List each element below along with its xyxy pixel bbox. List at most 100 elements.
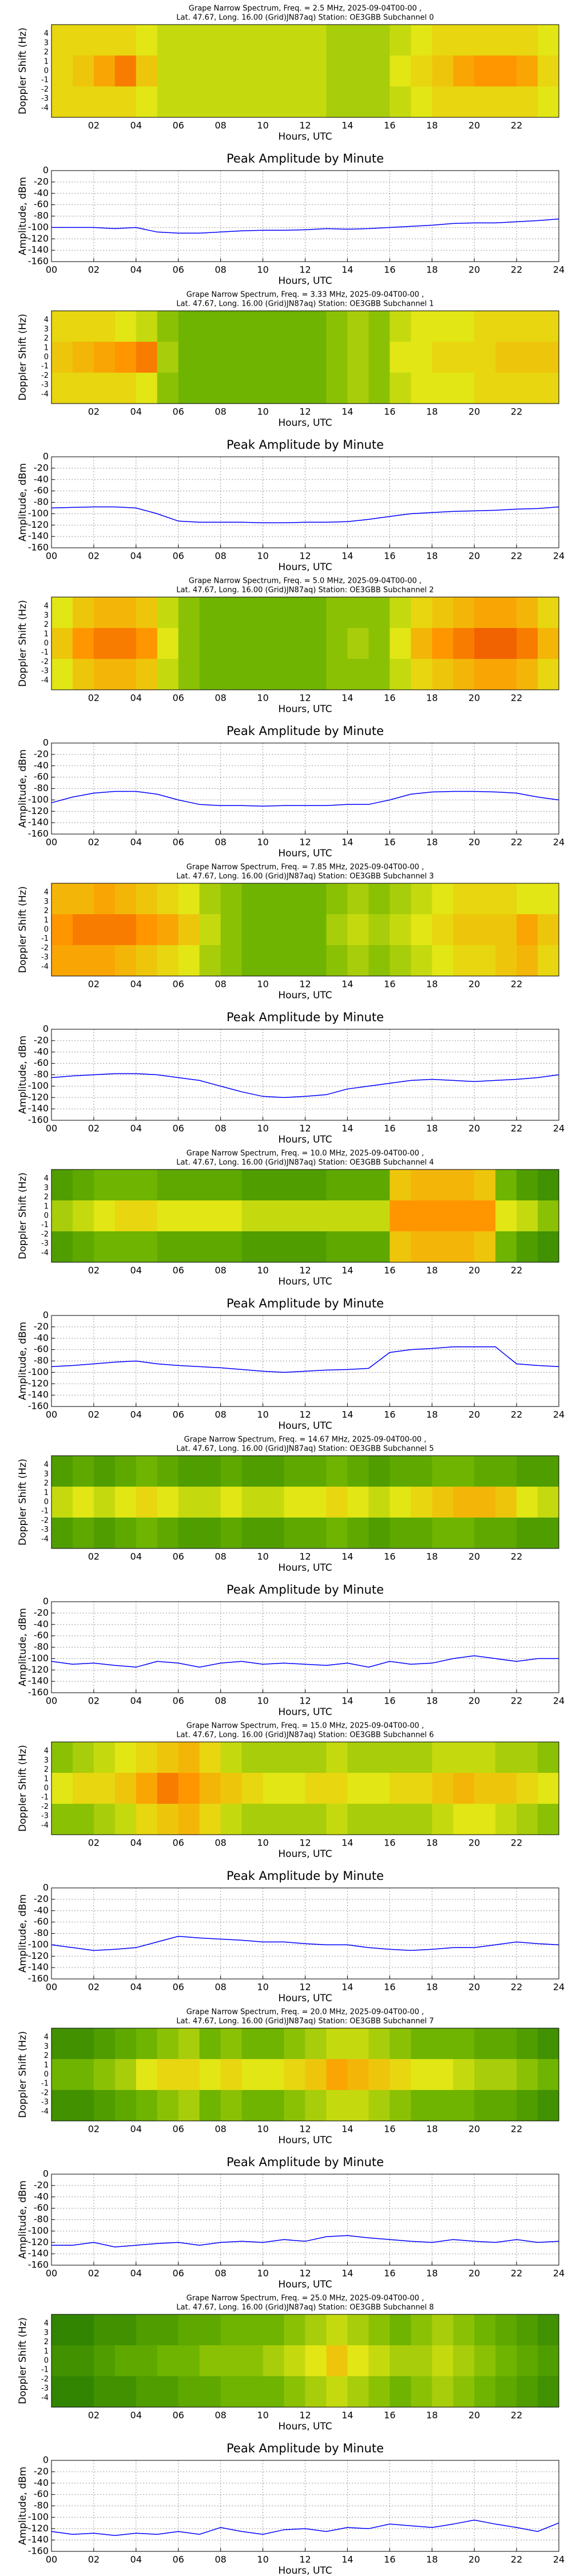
heat-cell: [199, 25, 221, 56]
heat-cell: [305, 2376, 327, 2408]
y-tick-label: -140: [28, 2534, 49, 2545]
heat-cell: [474, 2028, 496, 2060]
heat-cell: [347, 2028, 369, 2060]
heat-cell: [390, 2028, 411, 2060]
heat-cell: [72, 86, 94, 118]
amplitude-line: [51, 1073, 559, 1099]
x-tick-label: 20: [468, 979, 480, 990]
heat-cell: [517, 628, 538, 659]
heat-cell: [453, 597, 475, 629]
heat-cell: [178, 2376, 200, 2408]
heat-cell: [220, 1742, 243, 1773]
heat-cell: [326, 311, 348, 342]
y-tick-label: 1: [44, 1488, 49, 1497]
heat-cell: [284, 1231, 305, 1263]
y-tick-label: -2: [41, 372, 49, 380]
heat-cell: [305, 914, 327, 946]
heat-cell: [305, 2345, 327, 2377]
x-tick-label: 06: [173, 1696, 184, 1706]
heat-cell: [157, 597, 179, 629]
heat-cell: [474, 945, 496, 977]
heat-cell: [347, 2059, 369, 2091]
heat-cell: [474, 1773, 496, 1804]
heat-cell: [51, 373, 73, 404]
y-tick-label: -3: [41, 2384, 49, 2393]
y-axis-label: Doppler Shift (Hz): [17, 2031, 29, 2118]
heat-cell: [263, 2376, 285, 2408]
heat-cell: [220, 597, 243, 629]
heat-cell: [347, 1200, 369, 1232]
heat-cell: [241, 597, 264, 629]
y-tick-label: 0: [43, 451, 49, 462]
heat-cell: [72, 1518, 94, 1549]
heat-cell: [72, 2376, 94, 2408]
heat-cell: [178, 2314, 200, 2346]
heat-cell: [220, 2345, 243, 2377]
x-tick-label: 00: [46, 1409, 57, 1420]
heat-cell: [390, 1518, 411, 1549]
heat-cell: [72, 883, 94, 915]
heat-cell: [305, 86, 327, 118]
heat-cell: [432, 86, 454, 118]
x-tick-label: 00: [46, 264, 57, 275]
plot-frame: [51, 596, 559, 690]
x-tick-label: 16: [384, 1696, 395, 1706]
heat-cell: [93, 2376, 116, 2408]
y-tick-label: -60: [34, 1916, 49, 1927]
heat-cell: [93, 2059, 116, 2091]
heat-cell: [495, 1487, 517, 1518]
heat-cell: [368, 1200, 390, 1232]
y-tick-label: -4: [41, 1821, 49, 1830]
x-tick-label: 08: [214, 1696, 226, 1706]
x-tick-label: 02: [88, 264, 100, 275]
y-tick-label: 2: [44, 621, 49, 629]
heat-cell: [241, 2090, 264, 2121]
x-axis-label: Hours, UTC: [278, 1993, 332, 2004]
heat-cell: [157, 1804, 179, 1835]
heat-cell: [368, 1456, 390, 1487]
x-tick-label: 18: [426, 2124, 438, 2135]
heat-cell: [411, 914, 432, 946]
heat-cell: [136, 945, 158, 977]
y-tick-label: -4: [41, 2107, 49, 2116]
heat-cell: [178, 2090, 200, 2121]
heat-cell: [474, 1804, 496, 1835]
y-tick-label: 0: [44, 2071, 49, 2079]
y-tick-label: -80: [34, 2214, 49, 2225]
heat-cell: [220, 1487, 243, 1518]
heat-cell: [199, 628, 221, 659]
heat-cell: [495, 311, 517, 342]
heat-cell: [347, 1518, 369, 1549]
y-tick-label: 3: [44, 2329, 49, 2337]
heat-cell: [114, 659, 137, 690]
y-tick-label: -160: [28, 1115, 49, 1125]
heat-cell: [72, 2345, 94, 2377]
heat-cell: [72, 2059, 94, 2091]
y-axis-label: Doppler Shift (Hz): [17, 1745, 29, 1832]
heat-cell: [368, 2345, 390, 2377]
y-axis-label: Amplitude, dBm: [17, 463, 29, 542]
chart-title: Peak Amplitude by Minute: [227, 1869, 384, 1883]
plot-frame: [51, 1741, 559, 1835]
heat-cell: [411, 2376, 432, 2408]
heat-cell: [347, 1804, 369, 1835]
heat-cell: [199, 342, 221, 373]
heat-cell: [432, 883, 454, 915]
heat-cell: [93, 342, 116, 373]
x-tick-label: 10: [257, 1265, 268, 1276]
y-tick-label: -1: [41, 2080, 49, 2088]
heat-cell: [136, 1456, 158, 1487]
heat-cell: [305, 659, 327, 690]
heat-cell: [199, 1773, 221, 1804]
heat-cell: [368, 659, 390, 690]
heat-cell: [72, 2028, 94, 2060]
x-tick-label: 20: [468, 120, 480, 131]
heat-cell: [538, 659, 559, 690]
x-tick-label: 18: [426, 1696, 438, 1706]
heat-cell: [178, 2028, 200, 2060]
heat-cell: [411, 311, 432, 342]
x-tick-label: 12: [299, 551, 311, 562]
y-tick-label: 2: [44, 1193, 49, 1202]
y-tick-label: -100: [28, 508, 49, 519]
heat-cell: [411, 1487, 432, 1518]
